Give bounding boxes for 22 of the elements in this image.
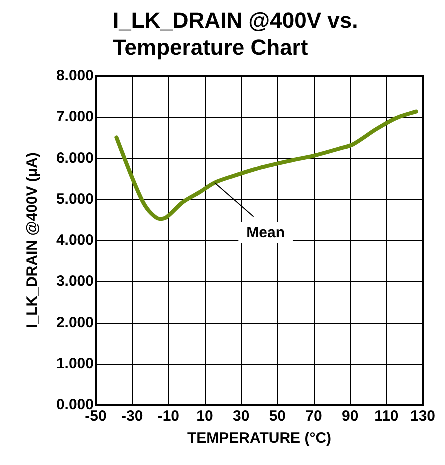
x-tick-label: 70 [306, 408, 322, 425]
y-tick-label: 2.000 [56, 314, 94, 332]
y-tick-label: 7.000 [56, 108, 94, 126]
x-tick-label: -10 [158, 408, 180, 425]
x-tick-label: 30 [232, 408, 250, 425]
x-tick-label: 130 [410, 408, 436, 425]
y-tick-label: 4.000 [56, 232, 94, 249]
y-tick-label: 6.000 [56, 150, 94, 167]
x-tick-label: -30 [121, 408, 144, 425]
y-tick-label: 5.000 [56, 190, 94, 208]
y-tick-label: 1.000 [56, 355, 94, 372]
x-tick-label: 10 [196, 408, 214, 425]
annotation: Mean [246, 224, 285, 242]
x-tick-label: 110 [374, 408, 399, 425]
y-axis-title: I_LK_DRAIN @400V (µA) [24, 152, 41, 328]
y-tick-label: 8.000 [56, 68, 94, 84]
line-series [114, 110, 418, 222]
chart-title: I_LK_DRAIN @400V vs. Temperature Chart [113, 8, 358, 60]
x-tick-label: 90 [342, 408, 359, 425]
x-axis-title: TEMPERATURE (°C) [187, 430, 332, 447]
x-tick-label: 50 [269, 408, 286, 425]
y-tick-label: 3.000 [56, 273, 94, 290]
